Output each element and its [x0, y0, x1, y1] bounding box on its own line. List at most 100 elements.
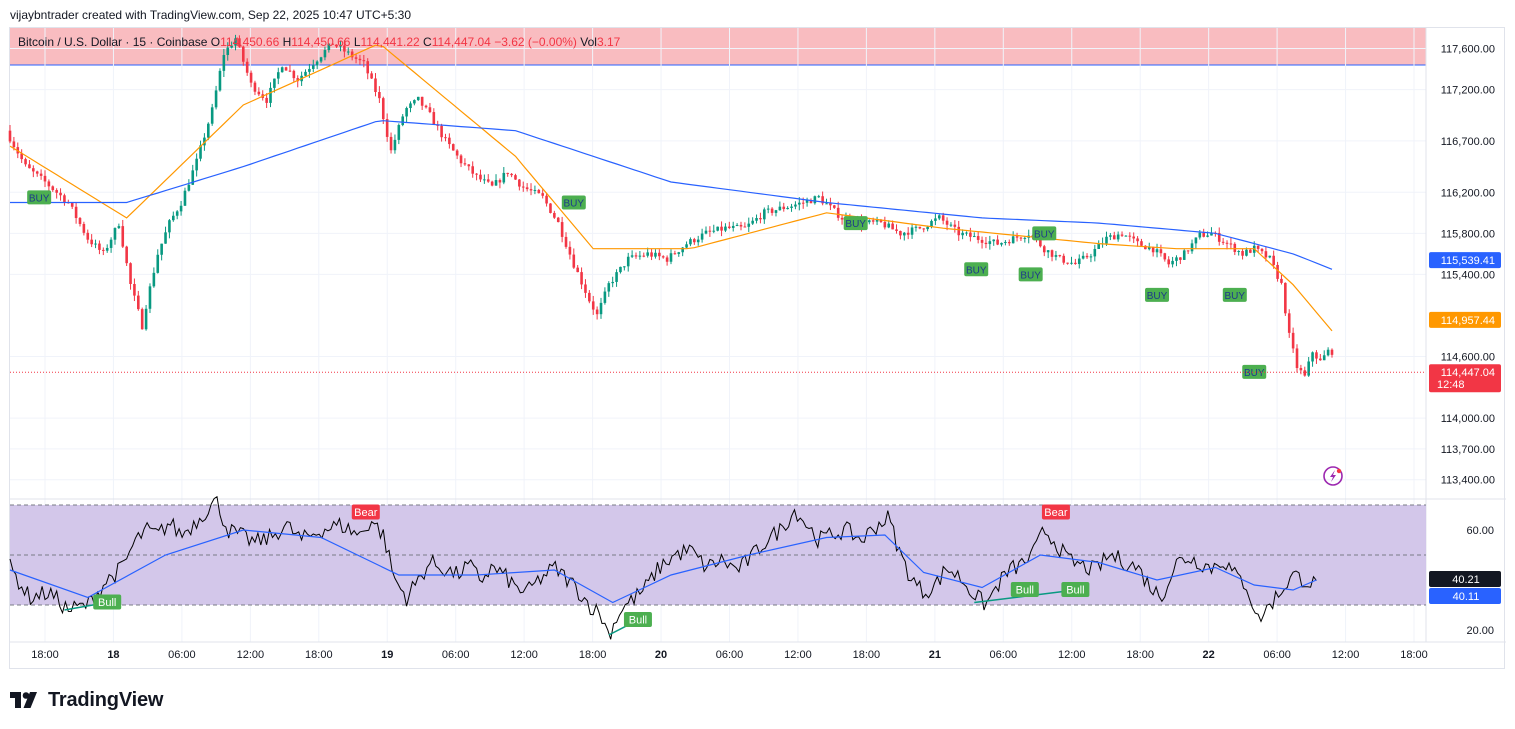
candle-body: [354, 57, 358, 59]
chart-frame: [9, 27, 1505, 669]
candle-body: [152, 272, 156, 287]
symbol-legend[interactable]: Bitcoin / U.S. Dollar · 15 · Coinbase O1…: [18, 35, 620, 49]
candle-body: [630, 255, 634, 257]
price-tick-label: 113,700.00: [1441, 444, 1495, 456]
candle-body: [580, 272, 583, 285]
candle-body: [782, 206, 786, 210]
candle-body: [533, 189, 537, 191]
candle-body: [490, 181, 494, 186]
rsi-line: [9, 495, 1317, 640]
candle-body: [249, 72, 253, 83]
candle-body: [28, 164, 31, 169]
candle-body: [448, 137, 451, 145]
candle-body: [1198, 232, 1202, 238]
candle-body: [934, 218, 937, 221]
volume-label: Vol: [580, 35, 597, 49]
candle-body: [8, 130, 12, 142]
candle-body: [1229, 243, 1233, 245]
candle-body: [1042, 246, 1046, 253]
candle-body: [273, 78, 276, 88]
candle-body: [902, 232, 906, 236]
time-tick-label: 06:00: [168, 649, 196, 661]
candle-body: [1210, 232, 1213, 236]
candle-body: [63, 195, 66, 203]
volume-value: 3.17: [596, 35, 621, 49]
candle-body: [1256, 245, 1260, 249]
price-tick-label: 115,400.00: [1441, 269, 1495, 281]
tradingview-brand[interactable]: TradingView: [10, 688, 163, 712]
candle-body: [253, 82, 257, 92]
candle-body: [1023, 237, 1027, 239]
close-label: C: [423, 35, 432, 49]
high-label: H: [282, 35, 292, 49]
candle-body: [413, 100, 416, 104]
candle-body: [879, 219, 883, 222]
price-tag-value: 114,957.44: [1441, 315, 1495, 327]
candle-body: [304, 71, 307, 76]
candle-body: [1272, 255, 1275, 265]
candle-body: [595, 309, 599, 315]
candle-body: [160, 243, 163, 255]
buy-signal-label: BUY: [1244, 368, 1265, 379]
candle-body: [327, 43, 331, 51]
candle-body: [895, 229, 898, 231]
candle-body: [728, 226, 731, 228]
candle-body: [424, 105, 428, 108]
buy-signal-label: BUY: [29, 193, 50, 204]
time-tick-label: 06:00: [716, 649, 744, 661]
lightning-icon[interactable]: [1323, 466, 1343, 486]
buy-signal-badge: [1222, 287, 1247, 302]
candle-body: [483, 179, 486, 181]
candle-body: [1011, 236, 1015, 244]
candle-body: [389, 136, 393, 151]
time-tick-label: 12:00: [510, 649, 538, 661]
change-value: −3.62 (−0.00%): [494, 35, 577, 49]
candle-body: [385, 119, 389, 137]
ma-slow-line: [10, 120, 1333, 270]
price-tag: [1429, 364, 1501, 393]
time-tick-label: 20: [655, 649, 667, 661]
candle-body: [642, 255, 646, 257]
candle-body: [514, 175, 517, 180]
candle-body: [510, 173, 513, 176]
candle-body: [1225, 242, 1229, 244]
candle-body: [716, 226, 719, 231]
candle-body: [751, 220, 754, 224]
candle-body: [451, 144, 455, 151]
buy-signal-badge: [843, 216, 868, 231]
candle-body: [24, 159, 27, 165]
candle-body: [969, 232, 972, 237]
candle-body: [1066, 262, 1069, 264]
open-label: O: [210, 35, 221, 49]
candle-body: [331, 43, 335, 45]
price-tag: [1429, 252, 1501, 269]
candle-body: [440, 125, 443, 138]
candle-body: [350, 51, 354, 58]
candle-body: [996, 239, 999, 245]
candle-body: [207, 123, 210, 138]
candle-body: [140, 309, 144, 330]
candle-body: [591, 301, 595, 310]
candle-body: [195, 158, 198, 171]
candle-body: [1295, 348, 1299, 369]
candle-body: [887, 223, 891, 228]
candle-body: [770, 208, 774, 213]
candle-body: [914, 226, 918, 228]
candle-body: [1128, 235, 1132, 237]
candle-body: [1206, 235, 1209, 237]
candle-body: [817, 196, 821, 198]
candle-body: [47, 181, 51, 187]
candle-body: [607, 283, 611, 292]
candle-body: [545, 195, 548, 204]
candle-body: [35, 171, 39, 174]
candle-body: [1163, 253, 1167, 260]
candle-body: [374, 78, 377, 93]
price-tick-label: 115,800.00: [1441, 228, 1495, 240]
candle-body: [1147, 246, 1151, 250]
candle-body: [455, 150, 459, 156]
rsi-ma-line: [9, 529, 1317, 604]
candle-body: [12, 141, 16, 148]
candle-body: [502, 172, 506, 183]
